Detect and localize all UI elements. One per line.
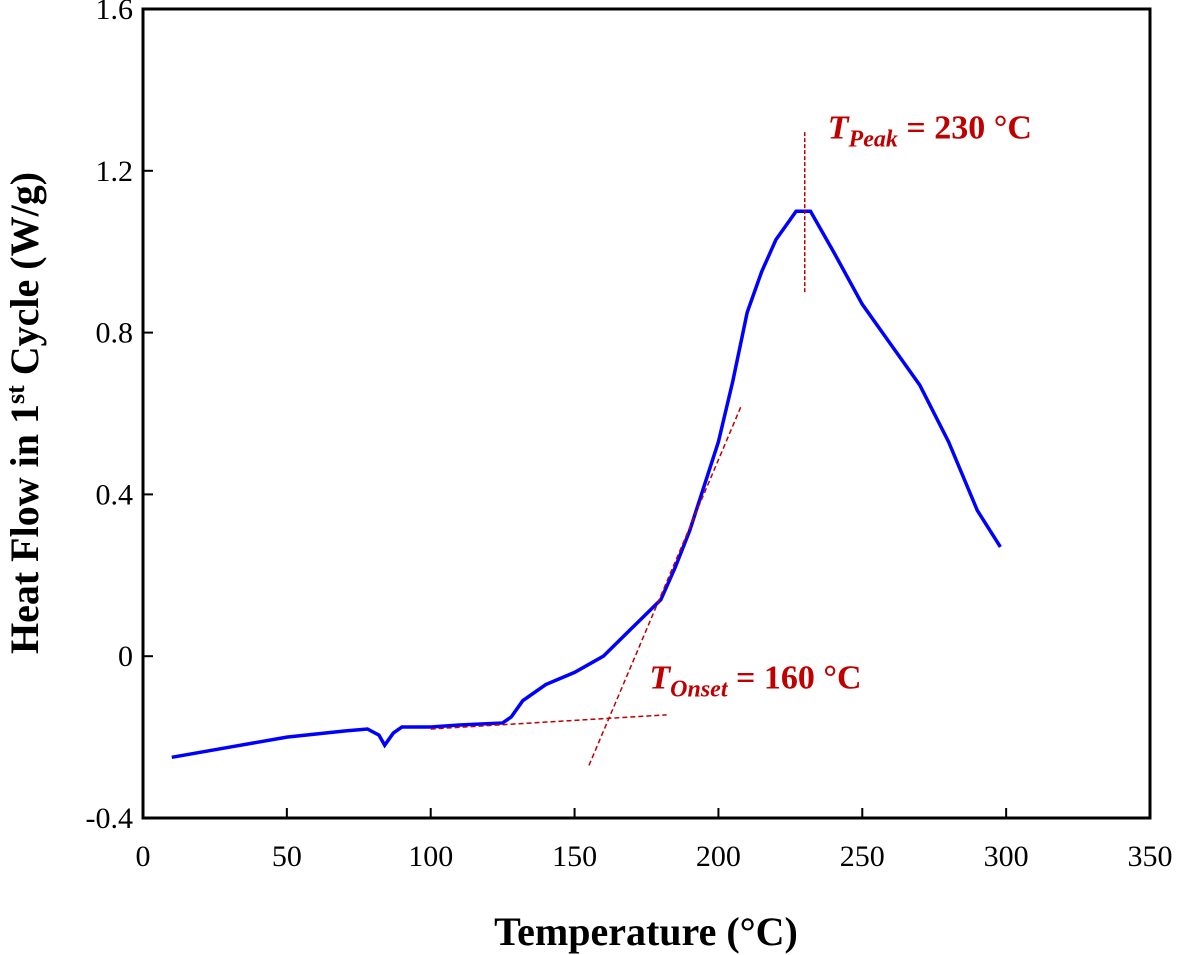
heat-flow-series-line [171, 209, 1002, 760]
tangent-line [588, 405, 743, 766]
y-tick-label: 0 [118, 640, 133, 673]
x-tick-label: 300 [984, 840, 1029, 873]
tangent-line [430, 714, 667, 730]
onset-annotation: TOnset = 160 °C [649, 660, 861, 703]
x-tick-label: 200 [696, 840, 741, 873]
x-tick-label: 350 [1128, 840, 1173, 873]
peak-annotation: TPeak = 230 °C [828, 109, 1032, 152]
y-tick-label: 1.2 [96, 155, 134, 188]
y-tick-label: -0.4 [86, 802, 134, 835]
plot-frame [141, 7, 1152, 820]
y-tick-label: 0.8 [96, 317, 134, 350]
x-tick-label: 0 [136, 840, 151, 873]
x-axis-label: Temperature (°C) [494, 909, 798, 954]
x-tick-label: 150 [552, 840, 597, 873]
x-tick-label: 100 [408, 840, 453, 873]
y-tick-label: 1.6 [96, 0, 134, 26]
x-tick-label: 250 [840, 840, 885, 873]
y-axis-label: Heat Flow in 1st Cycle (W/g) [1, 172, 47, 654]
y-tick-label: 0.4 [96, 478, 134, 511]
x-tick-label: 50 [272, 840, 302, 873]
